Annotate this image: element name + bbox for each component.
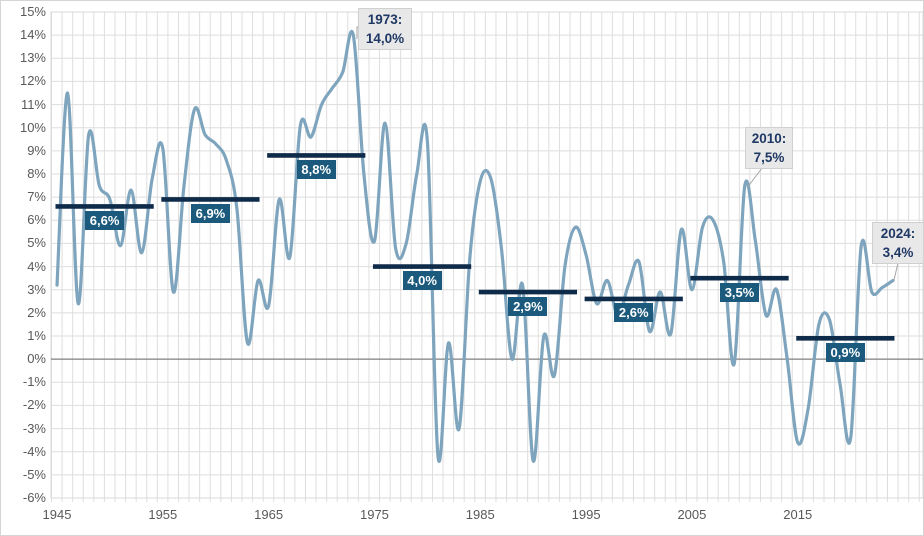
- callout-connector: [746, 167, 763, 189]
- plot-border: [50, 11, 923, 499]
- callout-connector: [356, 26, 362, 39]
- data-line: [55, 30, 895, 463]
- callout-connector: [893, 262, 899, 281]
